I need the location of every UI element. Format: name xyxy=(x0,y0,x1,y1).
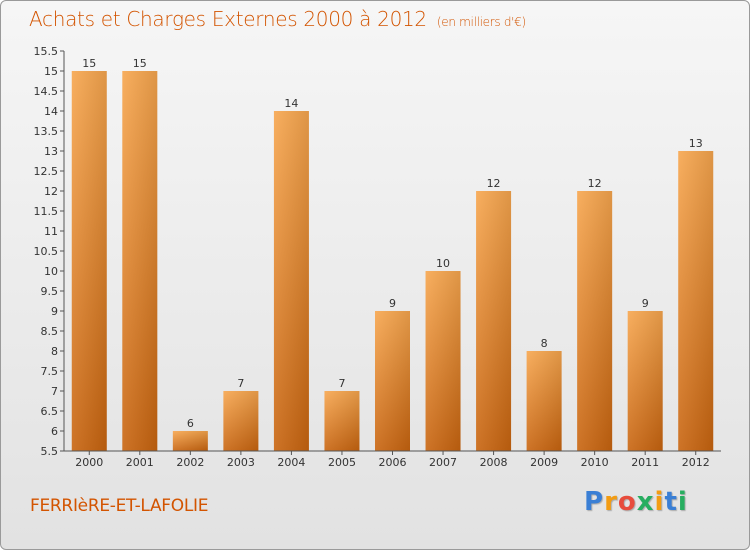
x-tick-label: 2010 xyxy=(581,456,609,469)
chart-subtitle: (en milliers d'€) xyxy=(436,15,526,29)
x-tick-label: 2003 xyxy=(227,456,255,469)
y-tick-label: 14.5 xyxy=(34,85,59,98)
y-tick-label: 8.5 xyxy=(41,325,59,338)
y-tick-label: 12.5 xyxy=(34,165,59,178)
y-tick-label: 9.5 xyxy=(41,285,59,298)
chart-title-text: Achats et Charges Externes 2000 à 2012 xyxy=(29,7,427,31)
y-tick-label: 15 xyxy=(44,65,58,78)
bar-shade xyxy=(223,391,259,451)
data-label: 15 xyxy=(82,57,96,70)
y-tick-label: 9 xyxy=(51,305,58,318)
data-label: 15 xyxy=(133,57,147,70)
bar-shade xyxy=(122,71,158,451)
bar-shade xyxy=(71,71,107,451)
x-tick-label: 2011 xyxy=(631,456,659,469)
commune-name: FERRIèRE-ET-LAFOLIE xyxy=(30,496,209,516)
y-tick-label: 8 xyxy=(51,345,58,358)
bar-shade xyxy=(627,311,663,451)
y-tick-label: 5.5 xyxy=(41,445,59,458)
x-tick-label: 2008 xyxy=(480,456,508,469)
x-tick-label: 2006 xyxy=(379,456,407,469)
x-tick-label: 2004 xyxy=(277,456,305,469)
data-label: 12 xyxy=(588,177,602,190)
y-tick-label: 11.5 xyxy=(34,205,59,218)
y-tick-label: 7.5 xyxy=(41,365,59,378)
chart-title: Achats et Charges Externes 2000 à 2012 (e… xyxy=(29,7,526,31)
x-tick-label: 2002 xyxy=(176,456,204,469)
y-tick-label: 13.5 xyxy=(34,125,59,138)
data-label: 9 xyxy=(642,297,649,310)
logo-letter: r xyxy=(604,487,618,517)
y-tick-label: 10.5 xyxy=(34,245,59,258)
y-tick-label: 14 xyxy=(44,105,58,118)
bar-shade xyxy=(577,191,613,451)
bar-shade xyxy=(375,311,410,451)
proxiti-logo[interactable]: Proxiti xyxy=(584,487,688,517)
x-tick-label: 2012 xyxy=(682,456,710,469)
logo-letter: i xyxy=(677,487,688,517)
bar-shade xyxy=(172,431,208,451)
logo-letter: x xyxy=(636,487,655,517)
data-label: 8 xyxy=(541,337,548,350)
data-label: 14 xyxy=(284,97,298,110)
data-label: 7 xyxy=(338,377,345,390)
x-axis: 2000 2001 2002 2003 2004 2005 2006 2007 2008 2009… xyxy=(64,450,721,469)
bar-shade xyxy=(273,111,309,451)
bar-shade xyxy=(324,391,360,451)
x-tick-label: 2005 xyxy=(328,456,356,469)
y-tick-label: 12 xyxy=(44,185,58,198)
bar-shade xyxy=(526,351,562,451)
y-tick-label: 10 xyxy=(44,265,58,278)
x-tick-label: 2001 xyxy=(126,456,154,469)
y-axis: 5.5 6 6.5 7 7.5 8 8.5 9 9.5 10 10.5 11 11.5 12 12.5 13 1… xyxy=(34,45,65,458)
bars: 15 15 6 7 14 7 9 10 12 8 12 9 13 xyxy=(71,57,714,451)
data-label: 12 xyxy=(487,177,501,190)
y-tick-label: 6 xyxy=(51,425,58,438)
x-tick-label: 2009 xyxy=(530,456,558,469)
x-tick-label: 2007 xyxy=(429,456,457,469)
data-label: 13 xyxy=(689,137,703,150)
logo-letter: t xyxy=(664,487,678,517)
y-tick-label: 11 xyxy=(44,225,58,238)
bar-shade xyxy=(678,151,714,451)
data-label: 10 xyxy=(436,257,450,270)
data-label: 9 xyxy=(389,297,396,310)
logo-letter: P xyxy=(584,487,605,517)
data-label: 6 xyxy=(187,417,194,430)
y-tick-label: 6.5 xyxy=(41,405,59,418)
y-tick-label: 13 xyxy=(44,145,58,158)
x-tick-label: 2000 xyxy=(75,456,103,469)
logo-letter: i xyxy=(654,487,665,517)
logo-letter: o xyxy=(617,487,637,517)
bar-shade xyxy=(425,271,461,451)
y-tick-label: 15.5 xyxy=(34,45,59,58)
y-tick-label: 7 xyxy=(51,385,58,398)
data-label: 7 xyxy=(237,377,244,390)
bar-shade xyxy=(476,191,512,451)
